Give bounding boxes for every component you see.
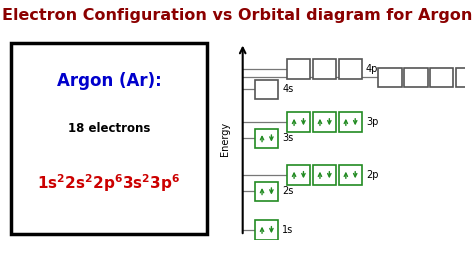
Text: 2p: 2p [366, 170, 378, 180]
Bar [255, 129, 278, 148]
Bar [287, 165, 310, 185]
Text: 2s: 2s [282, 186, 293, 196]
Text: Argon (Ar):: Argon (Ar): [57, 72, 161, 90]
Text: 1s: 1s [282, 225, 293, 235]
Bar [255, 220, 278, 240]
Text: 18 electrons: 18 electrons [68, 122, 150, 135]
Bar [339, 60, 362, 79]
Bar [339, 165, 362, 185]
Bar [287, 112, 310, 132]
Text: 4s: 4s [282, 85, 293, 94]
Text: Electron Configuration vs Orbital diagram for Argon: Electron Configuration vs Orbital diagra… [2, 8, 472, 23]
Bar [378, 68, 401, 87]
Bar [313, 60, 337, 79]
Text: $\mathbf{1s^{2}2s^{2}2p^{6}3s^{2}3p^{6}}$: $\mathbf{1s^{2}2s^{2}2p^{6}3s^{2}3p^{6}}… [37, 172, 181, 194]
Text: 3p: 3p [366, 117, 378, 127]
Text: 3s: 3s [282, 133, 293, 143]
Text: Energy: Energy [220, 122, 230, 156]
Bar [456, 68, 474, 87]
Bar [430, 68, 454, 87]
Bar [313, 165, 337, 185]
FancyBboxPatch shape [11, 43, 207, 234]
Bar [287, 60, 310, 79]
Bar [339, 112, 362, 132]
Bar [313, 112, 337, 132]
Bar [255, 182, 278, 201]
Text: 4p: 4p [366, 64, 378, 74]
Bar [404, 68, 428, 87]
Bar [255, 80, 278, 99]
